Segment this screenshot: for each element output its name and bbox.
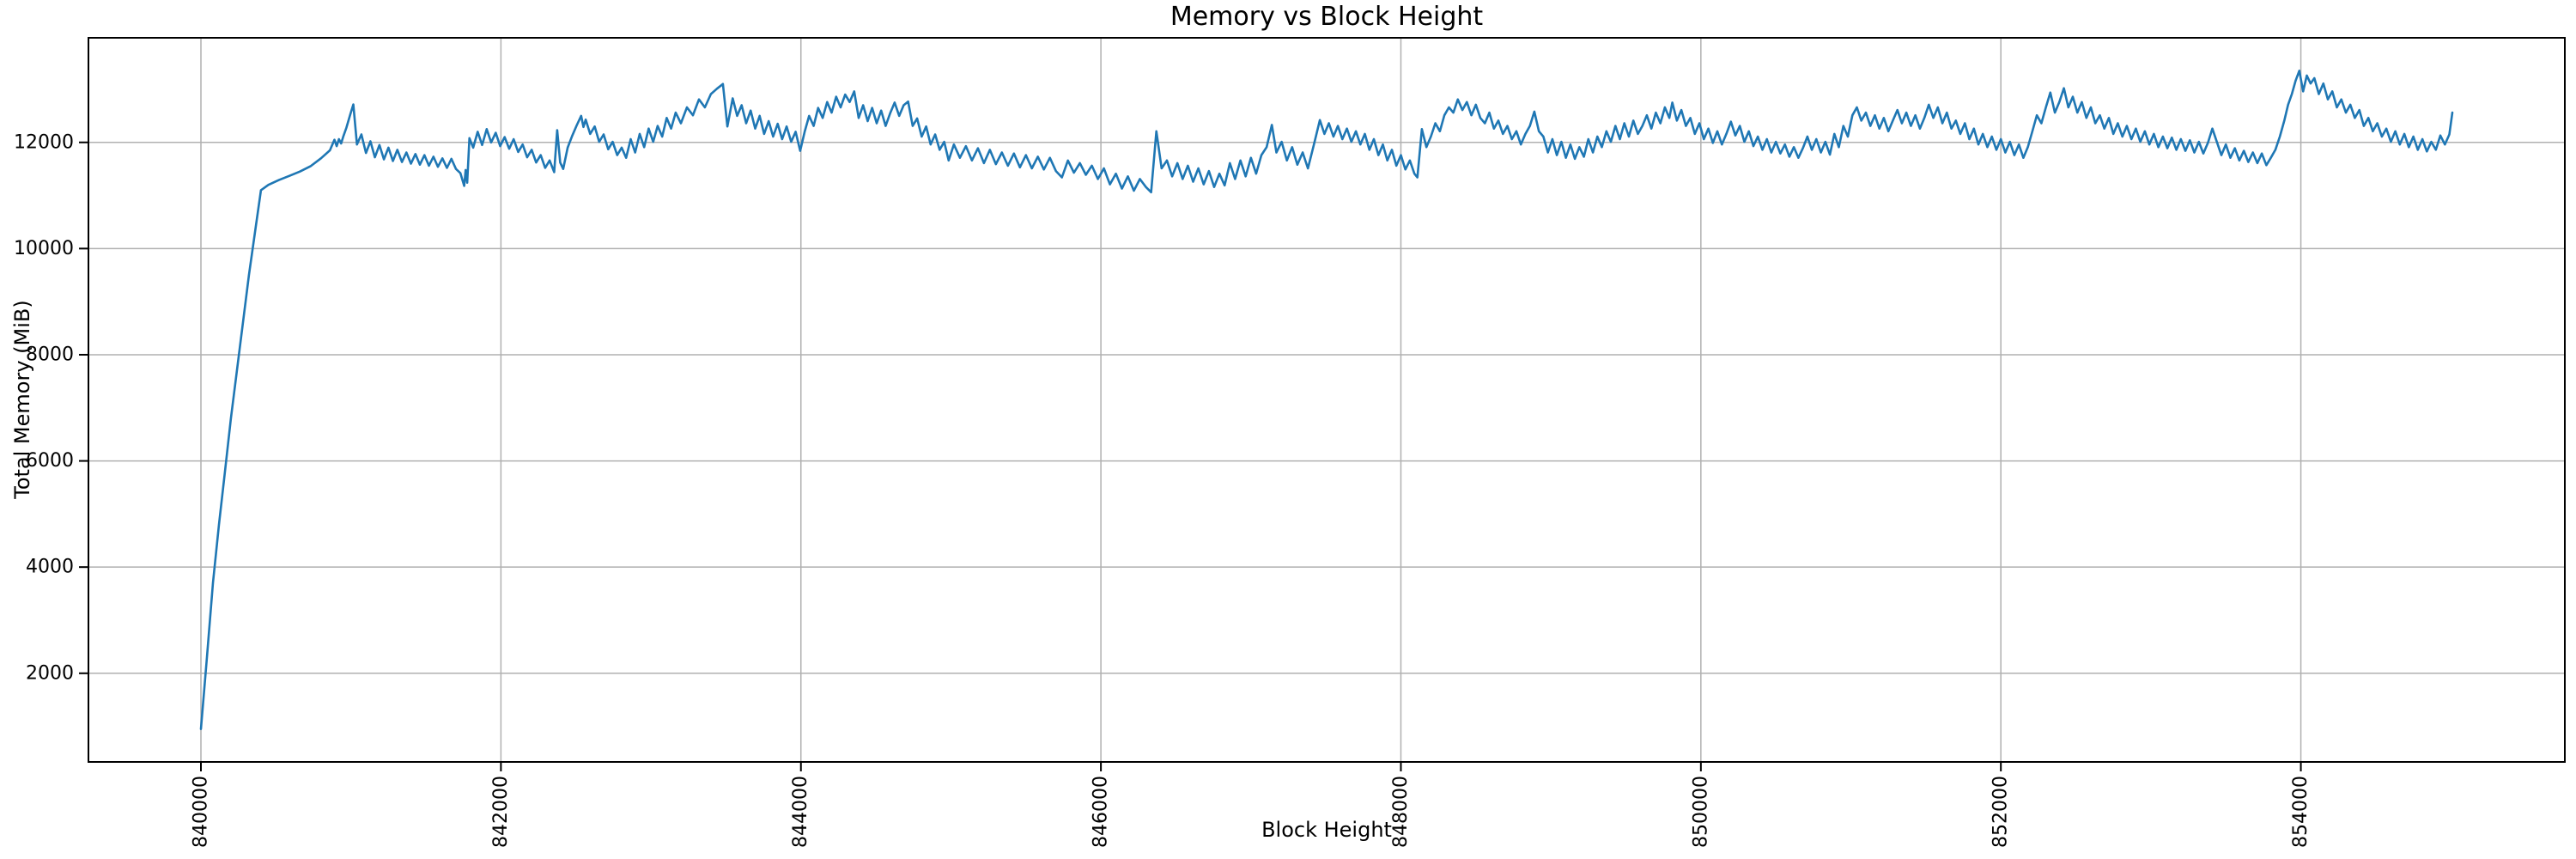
x-tick-label: 852000: [1990, 776, 2012, 848]
y-tick-label: 12000: [14, 131, 74, 153]
chart-title: Memory vs Block Height: [1170, 2, 1484, 32]
y-tick-label: 10000: [14, 238, 74, 259]
gridlines: [88, 38, 2565, 762]
y-tick-label: 2000: [26, 662, 74, 684]
axes-spines: [88, 37, 2566, 763]
x-tick-label: 850000: [1690, 776, 1711, 848]
x-tick-label: 846000: [1091, 776, 1112, 848]
x-tick-labels: 840000 842000 844000 846000 848000 850000 8520…: [191, 776, 2312, 848]
tick-marks: [79, 141, 2302, 771]
y-tick-label: 6000: [26, 450, 74, 472]
x-tick-label: 842000: [490, 776, 512, 848]
x-axis-label: Block Height: [1261, 818, 1392, 842]
x-tick-label: 840000: [191, 776, 212, 848]
data-series: [199, 70, 2454, 731]
y-tick-label: 4000: [26, 557, 74, 578]
plot-border: [88, 37, 2566, 763]
x-tick-label: 854000: [2290, 776, 2312, 848]
y-tick-labels: 2000 4000 6000 8000 10000 12000: [14, 131, 74, 684]
y-tick-label: 8000: [26, 344, 74, 365]
x-tick-label: 844000: [790, 776, 811, 848]
x-tick-label: 848000: [1390, 776, 1412, 848]
memory-line: [199, 70, 2454, 731]
